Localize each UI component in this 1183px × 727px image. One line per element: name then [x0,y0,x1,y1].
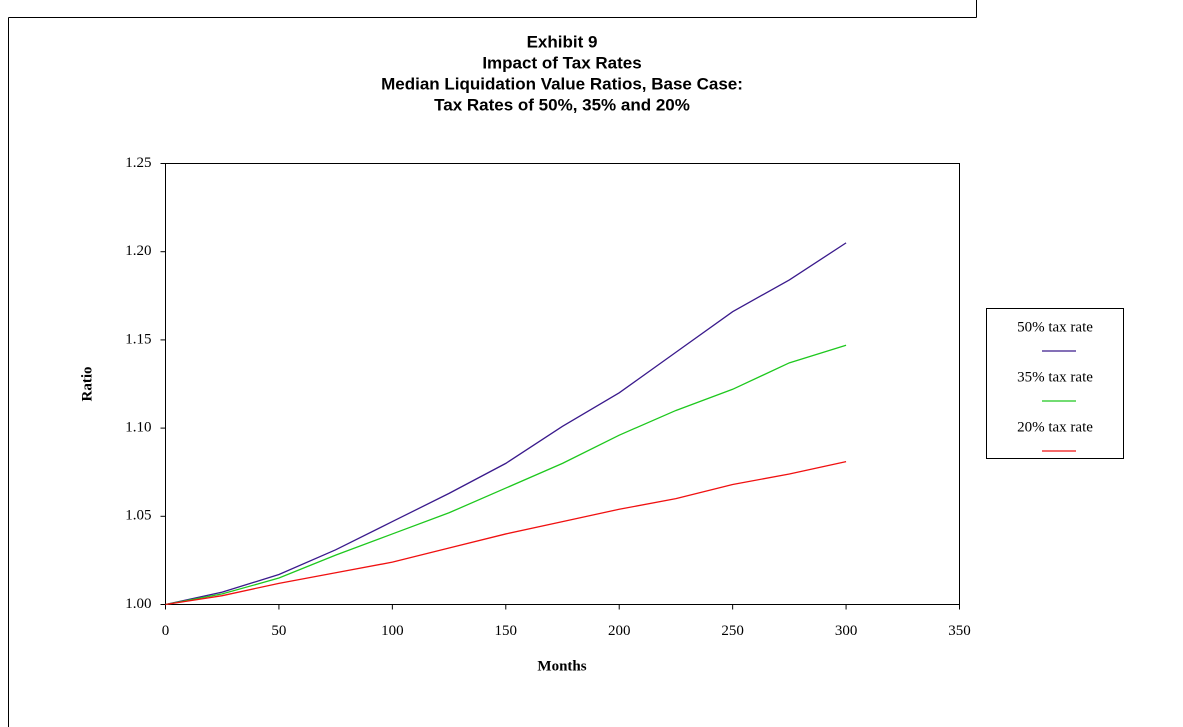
line-series [165,460,847,606]
x-tick-label: 350 [948,623,971,639]
chart-title: Median Liquidation Value Ratios, Base Ca… [381,74,743,93]
plot-area [165,163,960,605]
x-tick-label: 50 [271,623,286,639]
x-tick-label: 200 [608,623,631,639]
x-tick-label: 100 [381,623,404,639]
chart-title: Tax Rates of 50%, 35% and 20% [434,95,690,114]
y-tick-label: 1.15 [125,331,151,347]
y-tick-label: 1.25 [125,155,151,171]
x-axis-label: Months [537,658,586,674]
line-series [165,242,847,606]
y-tick-label: 1.00 [125,596,151,612]
legend-box [986,308,1124,459]
legend-label: 35% tax rate [1017,369,1093,385]
chart-title: Exhibit 9 [527,32,598,51]
y-tick-label: 1.10 [125,420,151,436]
y-tick-label: 1.05 [125,508,151,524]
x-tick-label: 0 [162,623,170,639]
y-tick-label: 1.20 [125,243,151,259]
x-tick-label: 150 [495,623,518,639]
x-tick-label: 300 [835,623,858,639]
legend-label: 50% tax rate [1017,319,1093,335]
chart-title: Impact of Tax Rates [482,53,641,72]
legend-label: 20% tax rate [1017,419,1093,435]
y-axis-label: Ratio [79,367,95,402]
x-tick-label: 250 [721,623,744,639]
line-series [165,344,847,606]
